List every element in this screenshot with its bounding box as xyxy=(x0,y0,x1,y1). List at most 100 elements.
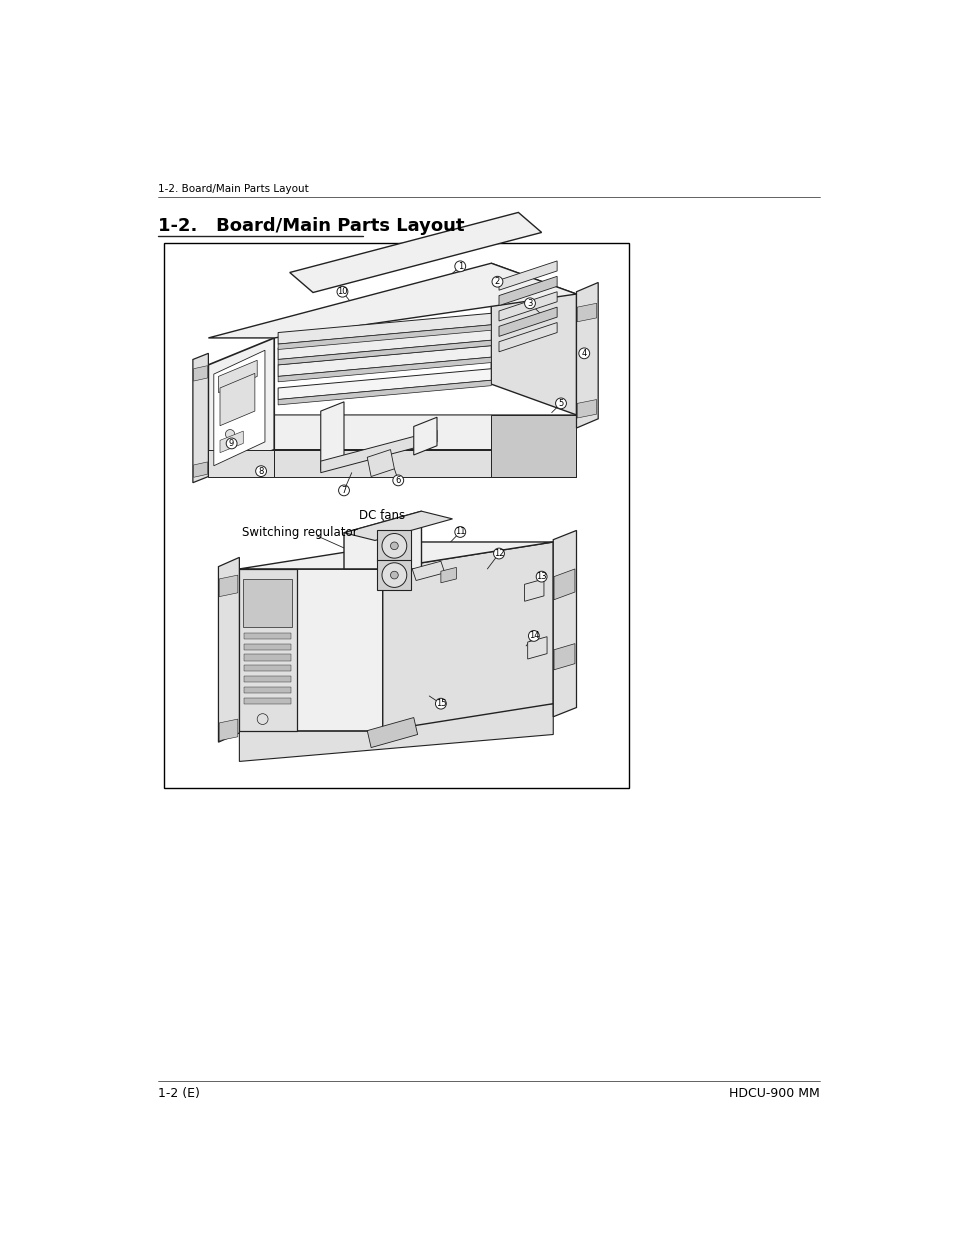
Circle shape xyxy=(578,348,589,358)
Text: 6: 6 xyxy=(395,476,400,485)
Polygon shape xyxy=(208,415,576,449)
Polygon shape xyxy=(239,569,382,730)
Polygon shape xyxy=(577,399,596,418)
Polygon shape xyxy=(554,569,575,600)
Text: 7: 7 xyxy=(341,486,346,495)
Polygon shape xyxy=(498,307,557,336)
Circle shape xyxy=(455,526,465,537)
Circle shape xyxy=(225,429,234,439)
Circle shape xyxy=(528,631,538,642)
Circle shape xyxy=(524,297,535,309)
Polygon shape xyxy=(243,578,292,627)
Circle shape xyxy=(381,562,406,587)
Polygon shape xyxy=(498,276,557,306)
Text: 2: 2 xyxy=(495,277,499,286)
Text: 1: 1 xyxy=(457,261,462,271)
Polygon shape xyxy=(244,633,291,639)
Polygon shape xyxy=(244,666,291,672)
Text: 1-2.   Board/Main Parts Layout: 1-2. Board/Main Parts Layout xyxy=(158,218,464,235)
Text: 12: 12 xyxy=(494,549,504,559)
Polygon shape xyxy=(527,637,546,659)
Circle shape xyxy=(435,698,446,709)
Polygon shape xyxy=(278,368,491,399)
Polygon shape xyxy=(244,698,291,704)
Text: 5: 5 xyxy=(558,399,563,408)
Text: 1-2. Board/Main Parts Layout: 1-2. Board/Main Parts Layout xyxy=(158,184,309,194)
Polygon shape xyxy=(278,381,491,404)
Polygon shape xyxy=(218,361,257,393)
Text: 1-2 (E): 1-2 (E) xyxy=(158,1087,200,1100)
Text: 9: 9 xyxy=(229,439,234,448)
Polygon shape xyxy=(193,462,208,478)
Polygon shape xyxy=(414,417,436,455)
Polygon shape xyxy=(377,560,411,591)
Polygon shape xyxy=(219,719,237,740)
Polygon shape xyxy=(290,213,541,292)
Polygon shape xyxy=(367,449,394,476)
Text: 3: 3 xyxy=(527,299,532,307)
Polygon shape xyxy=(244,687,291,693)
Circle shape xyxy=(492,276,502,287)
Polygon shape xyxy=(491,264,576,415)
Polygon shape xyxy=(577,304,596,322)
Polygon shape xyxy=(193,353,208,483)
Polygon shape xyxy=(498,292,557,321)
Polygon shape xyxy=(239,704,553,730)
Polygon shape xyxy=(193,366,208,381)
Polygon shape xyxy=(278,341,491,364)
Polygon shape xyxy=(278,325,491,350)
Circle shape xyxy=(390,542,397,550)
Polygon shape xyxy=(244,654,291,661)
Polygon shape xyxy=(412,561,444,581)
Polygon shape xyxy=(274,449,576,476)
Polygon shape xyxy=(498,322,557,352)
Circle shape xyxy=(455,261,465,271)
Polygon shape xyxy=(367,718,417,748)
Polygon shape xyxy=(377,530,411,561)
Polygon shape xyxy=(213,351,265,465)
Polygon shape xyxy=(239,704,553,761)
Circle shape xyxy=(536,571,546,582)
Polygon shape xyxy=(208,264,576,338)
Polygon shape xyxy=(498,261,557,290)
Text: 11: 11 xyxy=(455,527,465,536)
Polygon shape xyxy=(278,328,491,360)
Text: 14: 14 xyxy=(528,632,538,641)
Circle shape xyxy=(555,398,566,409)
Polygon shape xyxy=(554,643,575,669)
Polygon shape xyxy=(576,282,598,428)
Polygon shape xyxy=(244,675,291,682)
Polygon shape xyxy=(278,346,491,377)
Polygon shape xyxy=(218,557,239,743)
Polygon shape xyxy=(208,449,274,476)
Polygon shape xyxy=(344,511,421,569)
Circle shape xyxy=(336,286,348,297)
Circle shape xyxy=(226,438,236,449)
Text: 13: 13 xyxy=(536,572,546,581)
Polygon shape xyxy=(320,430,436,473)
Polygon shape xyxy=(553,530,576,717)
Polygon shape xyxy=(344,511,452,540)
Polygon shape xyxy=(220,432,243,453)
Polygon shape xyxy=(164,244,629,789)
Polygon shape xyxy=(382,542,553,730)
Circle shape xyxy=(255,465,266,476)
Text: 4: 4 xyxy=(581,348,586,358)
Polygon shape xyxy=(278,313,491,345)
Circle shape xyxy=(338,485,349,496)
Polygon shape xyxy=(239,569,297,730)
Text: 8: 8 xyxy=(258,466,263,475)
Polygon shape xyxy=(244,643,291,649)
Circle shape xyxy=(257,714,268,724)
Polygon shape xyxy=(320,402,344,470)
Polygon shape xyxy=(208,338,274,476)
Polygon shape xyxy=(440,567,456,582)
Polygon shape xyxy=(239,542,553,569)
Polygon shape xyxy=(491,415,576,476)
Polygon shape xyxy=(220,373,254,425)
Text: Switching regulator: Switching regulator xyxy=(241,526,357,539)
Text: DC fans: DC fans xyxy=(359,509,405,522)
Text: 15: 15 xyxy=(436,699,446,708)
Circle shape xyxy=(381,534,406,559)
Circle shape xyxy=(493,549,504,559)
